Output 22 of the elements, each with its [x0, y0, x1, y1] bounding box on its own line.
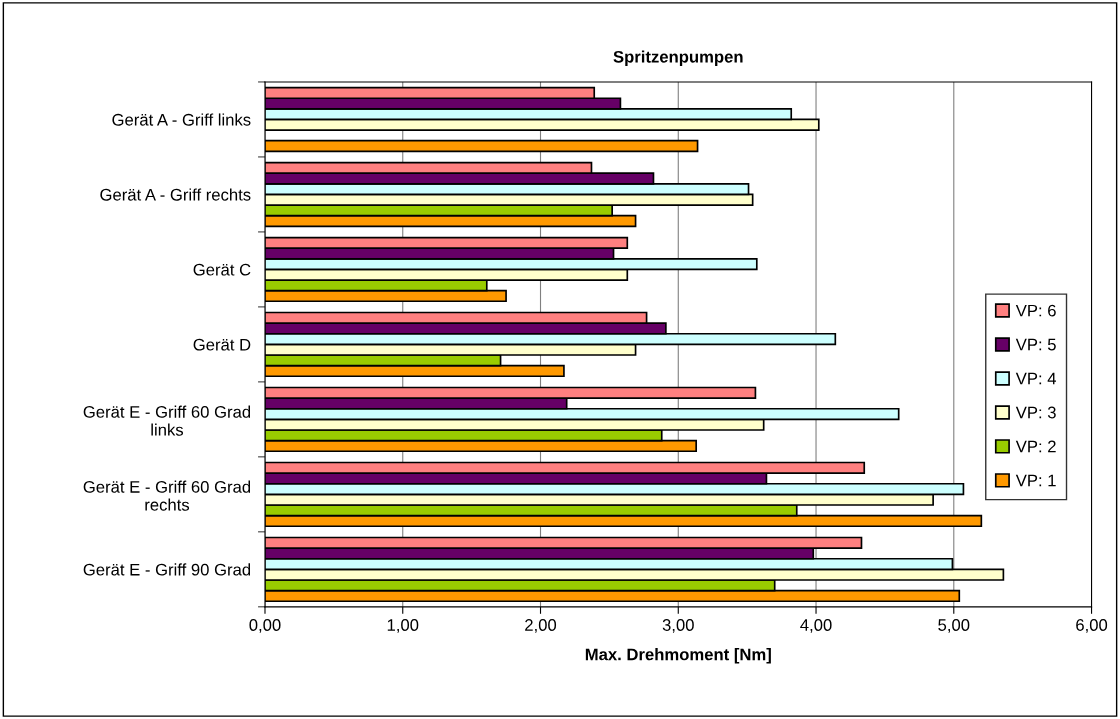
x-tick-label: 3,00 — [662, 619, 694, 633]
chart-title: Spritzenpumpen — [613, 50, 743, 66]
y-tick-label: Gerät E - Griff 60 Grad rechts — [83, 480, 251, 511]
x-tick-label: 6,00 — [1076, 619, 1108, 633]
y-tick-label: Gerät D — [193, 338, 251, 351]
x-tick-label: 0,00 — [249, 619, 281, 633]
y-tick-label: Gerät A - Griff rechts — [100, 188, 251, 201]
legend-label: VP: 5 — [1015, 338, 1056, 351]
legend-label: VP: 4 — [1015, 372, 1057, 385]
y-tick-label: Gerät E - Griff 60 Grad links — [83, 405, 251, 436]
x-tick-label: 2,00 — [525, 619, 557, 633]
x-axis-title: Max. Drehmoment [Nm] — [585, 648, 771, 664]
x-tick-label: 5,00 — [938, 619, 970, 633]
x-tick-label: 1,00 — [387, 619, 419, 633]
legend-label: VP: 3 — [1015, 406, 1056, 419]
y-tick-label: Gerät C — [193, 263, 251, 276]
y-tick-label: Gerät E - Griff 90 Grad — [83, 563, 251, 576]
y-tick-label: Gerät A - Griff links — [112, 113, 251, 126]
x-tick-label: 4,00 — [800, 619, 832, 633]
legend-label: VP: 2 — [1015, 440, 1056, 453]
legend-label: VP: 6 — [1015, 304, 1056, 317]
legend-label: VP: 1 — [1015, 474, 1056, 487]
